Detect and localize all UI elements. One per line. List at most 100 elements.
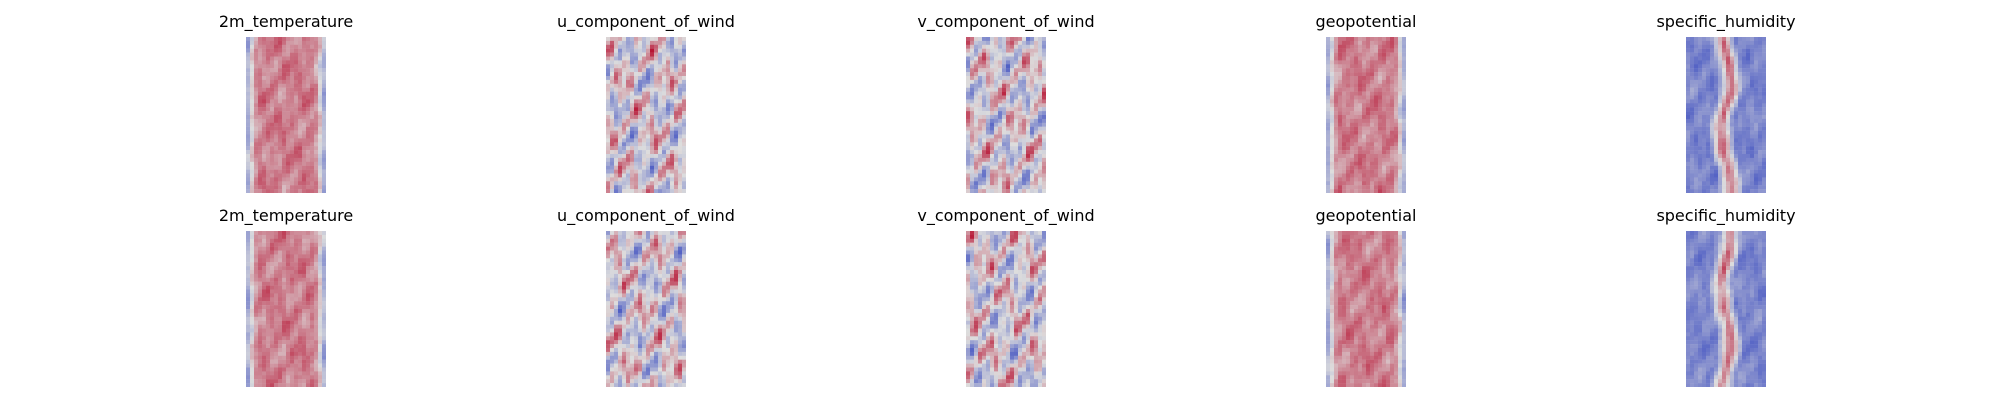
- heatmap-cell: [1006, 154, 1011, 159]
- heatmap-cell: [258, 126, 263, 131]
- heatmap-cell: [642, 161, 647, 166]
- heatmap-cell: [1730, 126, 1735, 131]
- heatmap-cell: [1366, 79, 1371, 84]
- heatmap-cell: [266, 348, 271, 353]
- heatmap-cell: [654, 83, 659, 88]
- heatmap-cell: [1026, 79, 1031, 84]
- heatmap-cell: [270, 52, 275, 57]
- heatmap-cell: [630, 72, 635, 77]
- heatmap-cell: [1030, 126, 1035, 131]
- heatmap-cell: [1366, 189, 1371, 193]
- heatmap-cell: [1370, 83, 1375, 88]
- heatmap-cell: [322, 173, 326, 178]
- heatmap-cell: [1326, 72, 1331, 77]
- heatmap-cell: [1026, 134, 1031, 139]
- heatmap-cell: [1710, 189, 1715, 193]
- heatmap-cell: [658, 87, 663, 92]
- heatmap-cell: [1754, 134, 1759, 139]
- heatmap-cell: [986, 150, 991, 155]
- heatmap-cell: [274, 130, 279, 135]
- heatmap-cell: [646, 254, 651, 259]
- heatmap-cell: [298, 305, 303, 310]
- heatmap-cell: [1750, 154, 1755, 159]
- heatmap-cell: [982, 91, 987, 96]
- heatmap-cell: [1698, 189, 1703, 193]
- heatmap-cell: [306, 246, 311, 251]
- heatmap-cell: [662, 177, 667, 182]
- heatmap-cell: [966, 107, 971, 112]
- heatmap-cell: [1378, 76, 1383, 81]
- heatmap-cell: [302, 258, 307, 263]
- heatmap-cell: [658, 76, 663, 81]
- heatmap-cell: [630, 107, 635, 112]
- heatmap-cell: [658, 231, 663, 236]
- heatmap-cell: [262, 367, 267, 372]
- heatmap-cell: [310, 383, 315, 387]
- heatmap-cell: [682, 250, 686, 255]
- heatmap-cell: [1026, 130, 1031, 135]
- heatmap-cell: [246, 169, 251, 174]
- heatmap-cell: [266, 383, 271, 387]
- heatmap-cell: [622, 64, 627, 69]
- heatmap-cell: [310, 169, 315, 174]
- heatmap-cell: [282, 363, 287, 368]
- heatmap-cell: [270, 44, 275, 49]
- heatmap-cell: [638, 154, 643, 159]
- heatmap-cell: [302, 83, 307, 88]
- heatmap-cell: [322, 142, 326, 147]
- heatmap-cell: [638, 48, 643, 53]
- heatmap-cell: [1686, 150, 1691, 155]
- heatmap-cell: [314, 154, 319, 159]
- heatmap-cell: [622, 250, 627, 255]
- heatmap-cell: [994, 48, 999, 53]
- heatmap-cell: [270, 383, 275, 387]
- heatmap-cell: [262, 40, 267, 45]
- heatmap-cell: [1694, 115, 1699, 120]
- heatmap-cell: [626, 52, 631, 57]
- heatmap-cell: [290, 181, 295, 186]
- heatmap-cell: [994, 52, 999, 57]
- heatmap-cell: [986, 154, 991, 159]
- heatmap-cell: [278, 336, 283, 341]
- heatmap-cell: [254, 118, 259, 123]
- heatmap-cell: [1714, 40, 1719, 45]
- heatmap-cell: [674, 177, 679, 182]
- heatmap-cell: [1034, 60, 1039, 65]
- heatmap-cell: [606, 234, 611, 239]
- heatmap-cell: [1354, 76, 1359, 81]
- heatmap-cell: [1702, 99, 1707, 104]
- heatmap-cell: [1362, 83, 1367, 88]
- heatmap-cell: [650, 146, 655, 151]
- heatmap-cell: [1042, 37, 1046, 42]
- heatmap-cell: [1038, 154, 1043, 159]
- heatmap-cell: [274, 146, 279, 151]
- heatmap-cell: [1702, 91, 1707, 96]
- heatmap-cell: [1730, 150, 1735, 155]
- heatmap-cell: [282, 281, 287, 286]
- heatmap-cell: [1402, 115, 1406, 120]
- heatmap-cell: [1350, 99, 1355, 104]
- heatmap-cell: [290, 348, 295, 353]
- heatmap-cell: [310, 266, 315, 271]
- heatmap-cell: [1714, 189, 1719, 193]
- heatmap-cell: [1382, 118, 1387, 123]
- heatmap-cell: [294, 185, 299, 190]
- heatmap-cell: [254, 250, 259, 255]
- heatmap-cell: [286, 281, 291, 286]
- heatmap-cell: [1742, 165, 1747, 170]
- heatmap-cell: [1698, 185, 1703, 190]
- heatmap-cell: [646, 150, 651, 155]
- heatmap-cell: [1034, 181, 1039, 186]
- heatmap-cell: [1326, 181, 1331, 186]
- heatmap-cell: [670, 99, 675, 104]
- heatmap-cell: [262, 258, 267, 263]
- heatmap-cell: [262, 332, 267, 337]
- heatmap-cell: [306, 242, 311, 247]
- heatmap-cell: [310, 48, 315, 53]
- heatmap-cell: [1702, 126, 1707, 131]
- heatmap-cell: [1710, 52, 1715, 57]
- heatmap-cell: [1346, 150, 1351, 155]
- heatmap-cell: [1734, 115, 1739, 120]
- heatmap-cell: [266, 242, 271, 247]
- heatmap-cell: [1038, 107, 1043, 112]
